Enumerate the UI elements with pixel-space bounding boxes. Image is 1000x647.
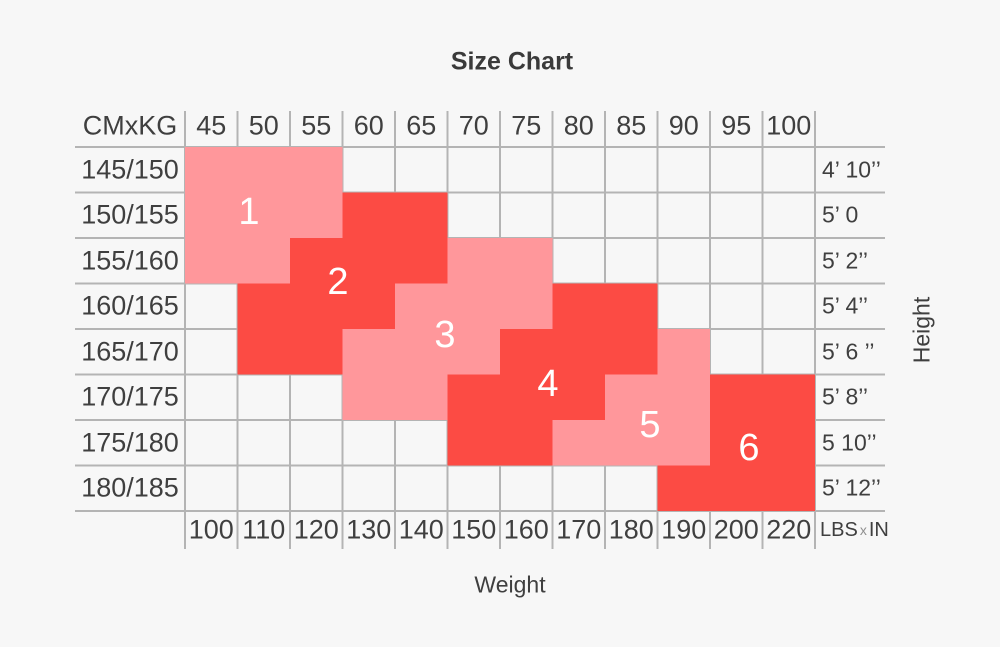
lbs-footer-label: 130 xyxy=(346,514,392,545)
kg-header-label: 60 xyxy=(353,110,384,141)
units-cell-lbsxin: LBS x IN xyxy=(820,520,889,540)
units-lbs-text: LBS xyxy=(820,519,858,541)
cm-row-label: 150/155 xyxy=(81,199,179,230)
size-region-1 xyxy=(185,147,343,284)
ftin-row-label: 5 10’’ xyxy=(822,429,877,456)
cm-row-label: 160/165 xyxy=(81,290,179,321)
ftin-row-label: 5’ 12’’ xyxy=(822,474,881,501)
lbs-footer-label: 200 xyxy=(713,514,759,545)
kg-header-label: 50 xyxy=(248,110,279,141)
page-title: Size Chart xyxy=(450,47,574,76)
cm-row-label: 180/185 xyxy=(81,472,179,503)
lbs-footer-label: 110 xyxy=(242,514,286,545)
corner-header-cmxkg: CMxKG xyxy=(82,110,178,141)
kg-header-label: 80 xyxy=(563,110,594,141)
lbs-footer-label: 170 xyxy=(556,514,602,545)
kg-header-label: 65 xyxy=(406,110,437,141)
size-number-label-6: 6 xyxy=(738,427,760,469)
lbs-footer-label: 190 xyxy=(661,514,707,545)
lbs-footer-label: 120 xyxy=(293,514,339,545)
lbs-footer-label: 180 xyxy=(608,514,654,545)
lbs-footer-label: 220 xyxy=(766,514,812,545)
cm-row-label: 170/175 xyxy=(81,381,179,412)
kg-header-label: 70 xyxy=(458,110,489,141)
y-axis-label: Height xyxy=(908,296,935,364)
kg-header-label: 85 xyxy=(616,110,647,141)
kg-header-label: 55 xyxy=(301,110,332,141)
size-region-5 xyxy=(552,329,710,466)
size-number-label-4: 4 xyxy=(537,363,559,405)
cm-row-label: 165/170 xyxy=(81,336,179,367)
size-number-label-5: 5 xyxy=(639,404,661,446)
lbs-footer-label: 150 xyxy=(451,514,497,545)
size-number-label-1: 1 xyxy=(238,191,260,233)
ftin-row-label: 4’ 10’’ xyxy=(822,156,881,183)
kg-header-label: 45 xyxy=(196,110,227,141)
units-in-text: IN xyxy=(868,519,889,541)
size-number-label-3: 3 xyxy=(434,314,456,356)
cm-row-label: 145/150 xyxy=(81,154,179,185)
cm-row-label: 155/160 xyxy=(81,245,179,276)
ftin-row-label: 5’ 4’’ xyxy=(822,292,869,319)
ftin-row-label: 5’ 2’’ xyxy=(822,247,869,274)
lbs-footer-label: 140 xyxy=(398,514,444,545)
kg-header-label: 75 xyxy=(511,110,542,141)
ftin-row-label: 5’ 8’’ xyxy=(822,383,869,410)
kg-header-label: 95 xyxy=(721,110,752,141)
kg-header-label: 100 xyxy=(766,110,812,141)
lbs-footer-label: 160 xyxy=(503,514,549,545)
size-number-label-2: 2 xyxy=(327,261,349,303)
lbs-footer-label: 100 xyxy=(188,514,234,545)
x-axis-label: Weight xyxy=(474,571,546,598)
ftin-row-label: 5’ 6 ’’ xyxy=(822,338,875,365)
size-region-6 xyxy=(657,374,815,511)
cm-row-label: 175/180 xyxy=(81,427,179,458)
units-x-text: x xyxy=(859,522,867,538)
ftin-row-label: 5’ 0 xyxy=(822,201,859,228)
kg-header-label: 90 xyxy=(668,110,699,141)
